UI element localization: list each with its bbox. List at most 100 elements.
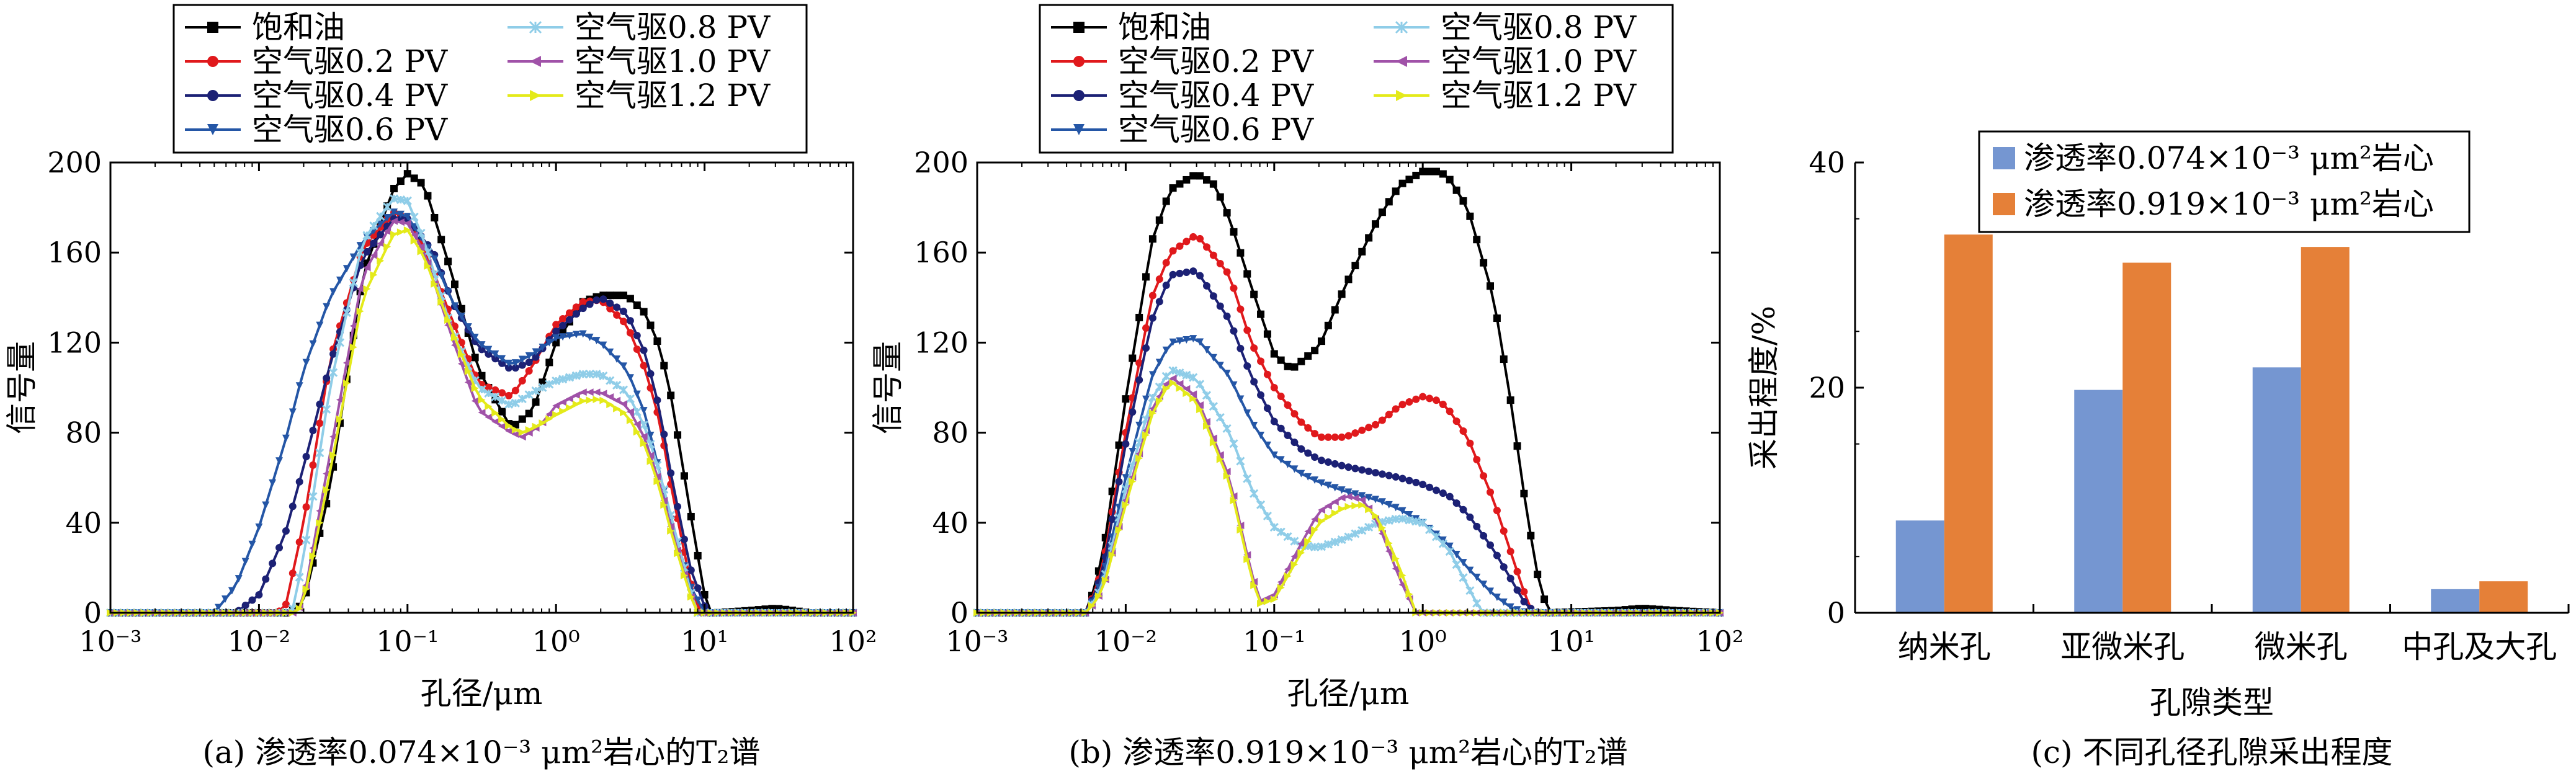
data-point (396, 195, 405, 205)
data-point (1365, 424, 1373, 432)
data-point (545, 415, 553, 423)
data-point (1176, 384, 1184, 392)
data-point (295, 478, 303, 486)
data-point (552, 376, 561, 386)
data-point (680, 472, 688, 480)
data-point (403, 170, 411, 178)
data-point (390, 217, 398, 225)
data-point (1398, 507, 1407, 515)
data-point (396, 228, 405, 236)
data-point (1520, 489, 1528, 497)
data-point (356, 307, 364, 315)
data-point (1142, 324, 1150, 332)
legend-entry-s6: 空气驱1.2 PV (508, 78, 771, 114)
panel-b-axes-frame (976, 161, 1721, 614)
data-point (1183, 336, 1191, 344)
data-point (1183, 238, 1191, 246)
data-point (1411, 517, 1421, 526)
data-point (1520, 598, 1528, 606)
data-point (309, 426, 317, 434)
data-point (1331, 498, 1339, 506)
x-tick-label: 中孔及大孔 (2402, 629, 2557, 665)
data-point (1398, 514, 1407, 523)
data-point (1364, 522, 1374, 532)
data-point (1263, 330, 1271, 338)
data-point (288, 502, 297, 510)
data-point (579, 397, 587, 405)
data-point (517, 394, 527, 404)
data-point (1135, 359, 1143, 367)
data-point (1223, 268, 1231, 276)
data-point (1439, 170, 1447, 178)
data-point (586, 396, 594, 404)
data-point (336, 276, 344, 284)
data-point (1222, 424, 1232, 433)
data-point (1317, 506, 1325, 514)
data-point (1161, 372, 1171, 381)
data-point (539, 344, 547, 352)
data-point (370, 239, 378, 247)
panel-b-ylabel: 信号量 (870, 341, 906, 434)
data-point (1216, 193, 1224, 201)
series-s5 (973, 375, 1724, 617)
data-point (1115, 478, 1123, 486)
data-point (646, 452, 655, 460)
data-point (1290, 553, 1299, 561)
data-point (1209, 354, 1217, 362)
data-point (565, 309, 573, 317)
data-point (383, 202, 392, 212)
data-point (1344, 432, 1353, 440)
data-point (1459, 573, 1468, 582)
data-point (329, 288, 338, 296)
data-point (579, 298, 587, 306)
data-point (1337, 535, 1346, 545)
data-point (1351, 502, 1359, 510)
data-point (660, 501, 668, 509)
data-point (613, 396, 621, 404)
panel-c-caption: (c) 不同孔径孔隙采出程度 (2031, 734, 2393, 770)
data-point (1351, 429, 1359, 437)
data-point (1229, 439, 1238, 448)
data-point (559, 333, 567, 341)
series-line-s1 (977, 235, 1720, 614)
data-point (1331, 509, 1339, 517)
data-point (620, 307, 628, 315)
data-point (586, 300, 594, 308)
data-point (1500, 355, 1508, 363)
data-point (1372, 421, 1380, 429)
data-point (295, 605, 303, 613)
legend-entry-s0: 饱和油 (185, 9, 345, 45)
data-point (1358, 466, 1366, 474)
series-line-s0 (977, 170, 1720, 614)
data-point (1230, 496, 1238, 504)
data-point (1257, 391, 1265, 399)
data-point (471, 354, 479, 362)
data-point (1189, 394, 1197, 403)
data-point (660, 362, 668, 370)
data-point (1176, 180, 1184, 188)
data-point (505, 364, 513, 372)
data-point (491, 392, 500, 401)
data-point (1243, 362, 1251, 370)
data-point (1392, 187, 1400, 195)
legend-label: 饱和油 (1118, 9, 1211, 45)
data-point (1323, 540, 1333, 549)
data-point (646, 457, 655, 465)
data-point (1202, 346, 1210, 354)
data-point (396, 177, 405, 185)
data-point (295, 382, 303, 390)
data-point (1270, 595, 1278, 604)
data-point (1135, 454, 1143, 462)
series-s2 (973, 267, 1724, 617)
legend-entry-s6: 空气驱1.2 PV (1374, 78, 1637, 114)
data-point (282, 434, 290, 442)
data-point (383, 213, 391, 221)
data-point (606, 305, 614, 313)
data-point (1446, 176, 1454, 184)
data-point (498, 422, 506, 430)
data-point (653, 337, 661, 345)
data-point (1520, 588, 1528, 596)
data-point (1183, 176, 1191, 184)
